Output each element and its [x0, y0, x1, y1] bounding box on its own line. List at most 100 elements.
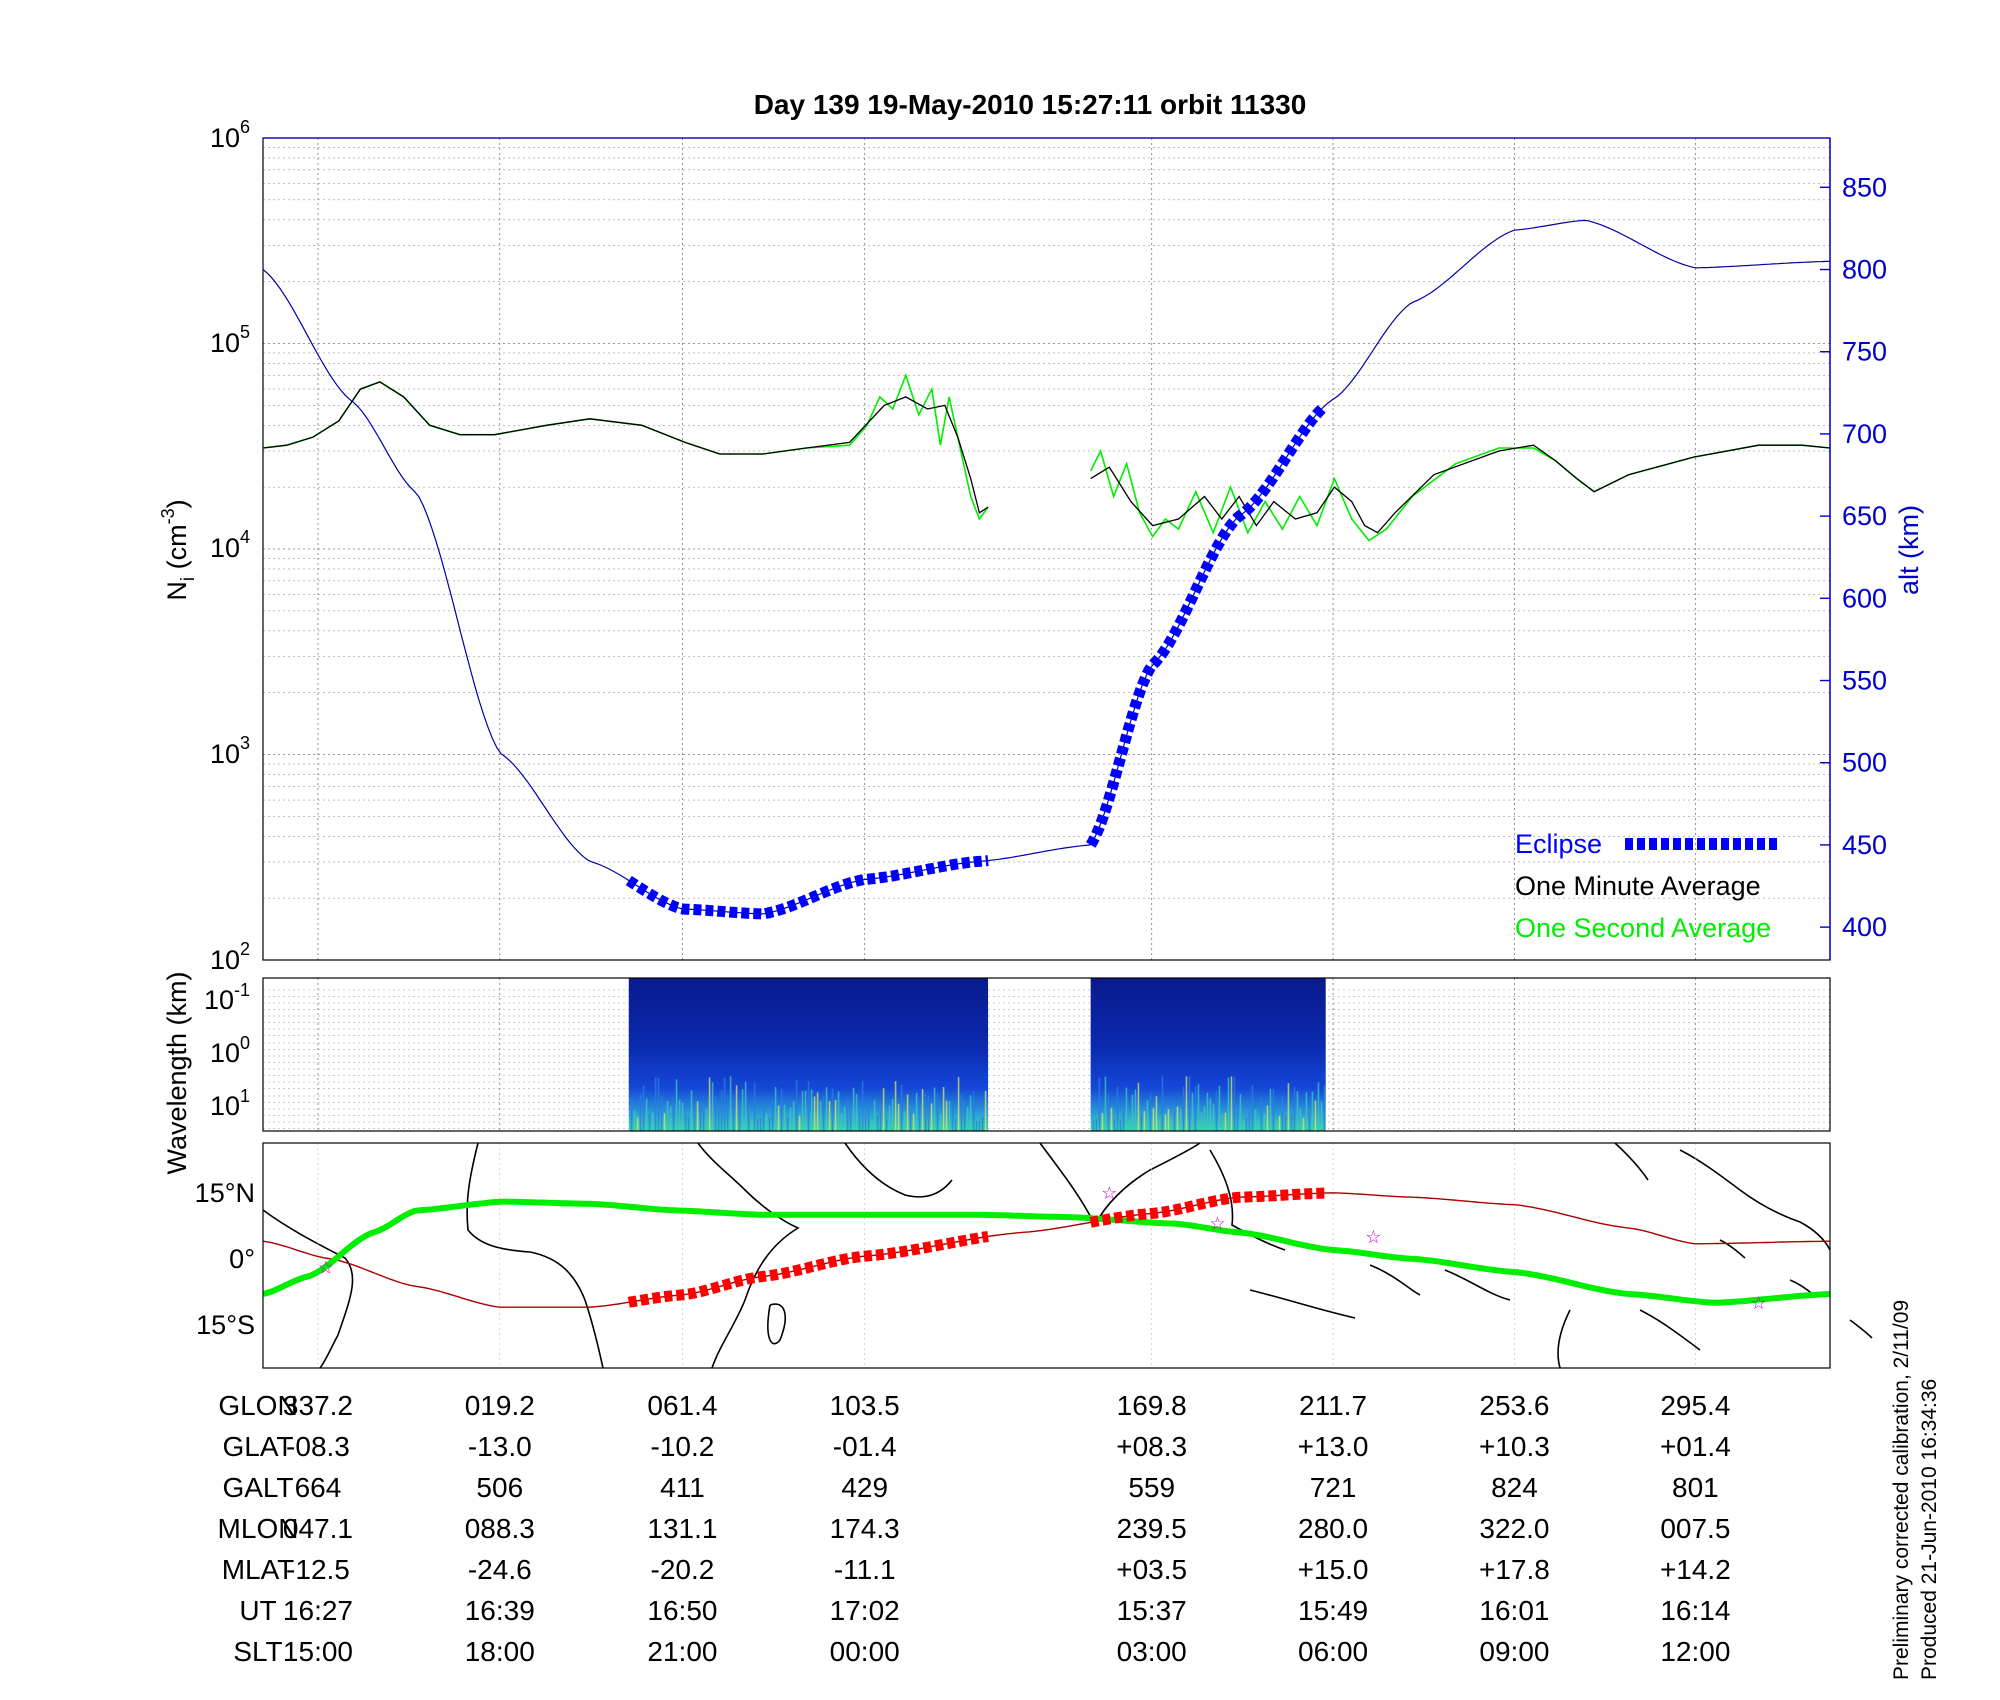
spectrogram-streak	[1311, 1091, 1314, 1131]
table-cell: 664	[295, 1472, 342, 1503]
coast-australia	[1557, 1309, 1701, 1369]
spectrogram-streak	[1191, 1092, 1194, 1131]
spectrogram-streak	[1254, 1109, 1257, 1131]
spectrogram-streak	[651, 1113, 654, 1131]
density-y-axis-label: Ni (cm-3)	[158, 499, 199, 600]
spectrogram-streak	[867, 1102, 870, 1131]
table-cell: 253.6	[1479, 1390, 1549, 1421]
spectrogram-streak	[675, 1079, 678, 1131]
legend-second-label: One Second Average	[1515, 913, 1771, 943]
spectrogram-streak	[1227, 1077, 1230, 1131]
spectrogram-streak	[711, 1082, 714, 1131]
spectrogram-streak	[906, 1094, 909, 1131]
spectrogram-streak	[756, 1118, 759, 1131]
spectrogram-streak	[645, 1098, 648, 1131]
spectrogram-streak	[1305, 1092, 1308, 1131]
table-cell: 411	[660, 1472, 705, 1503]
spectrogram-streak	[1233, 1076, 1236, 1131]
spectrogram-streak	[639, 1094, 642, 1131]
table-cell: -11.1	[834, 1554, 896, 1585]
spectrogram-streak	[909, 1108, 912, 1131]
spectrogram-streak	[984, 1090, 987, 1131]
spectrogram-streak	[720, 1090, 723, 1131]
spectrogram-streak	[1230, 1076, 1233, 1131]
table-row-label: SLT	[233, 1636, 282, 1667]
spectrogram-streak	[936, 1093, 939, 1131]
spectrogram-streak	[1101, 1113, 1104, 1131]
altitude-line	[262, 219, 1831, 915]
density-tick-1e2: 102	[210, 939, 250, 975]
table-cell: 16:01	[1479, 1595, 1549, 1626]
table-cell: -20.2	[651, 1554, 715, 1585]
spectrogram-streak	[822, 1096, 825, 1131]
table-cell: 17:02	[830, 1595, 900, 1626]
spectrogram-streak	[657, 1077, 660, 1131]
spectrogram-streak	[1203, 1106, 1206, 1131]
spectrogram-streak	[840, 1113, 843, 1131]
spectrogram-streak	[1098, 1077, 1101, 1131]
spectrogram-streak	[1176, 1106, 1179, 1131]
alt-axis-label: alt (km)	[1894, 505, 1924, 595]
table-cell: +13.0	[1298, 1431, 1369, 1462]
spectrogram-streak	[954, 1118, 957, 1131]
spectrogram-streak	[762, 1107, 765, 1131]
spectrogram-streak	[1218, 1085, 1221, 1131]
spectrogram-streak	[744, 1081, 747, 1131]
spectrogram-streak	[1215, 1091, 1218, 1131]
spectrogram-streak	[1140, 1114, 1143, 1131]
spectrogram-streak	[672, 1105, 675, 1131]
map-tracks: ☆ ☆ ☆ ☆ ☆	[262, 1183, 1831, 1313]
spectrogram-streak	[1260, 1097, 1263, 1131]
spectrogram-streak	[1221, 1114, 1224, 1131]
table-cell: -10.2	[651, 1431, 715, 1462]
map-star-marker: ☆	[318, 1258, 334, 1278]
spectrogram-streak	[834, 1099, 837, 1131]
table-cell: 211.7	[1299, 1390, 1367, 1421]
spectrogram-streak	[921, 1089, 924, 1131]
spectrum-y-axis-label: Wavelength (km)	[162, 971, 192, 1174]
spectrogram-streak	[1104, 1076, 1107, 1131]
coast-south-america	[262, 1209, 354, 1369]
one-minute-average-line	[1090, 444, 1831, 534]
table-cell: 280.0	[1298, 1513, 1368, 1544]
spectrogram-streak	[1245, 1117, 1248, 1131]
spectrogram-streak	[966, 1107, 969, 1131]
spectrogram-streak	[1281, 1095, 1284, 1131]
one-second-average-line	[1089, 444, 1831, 542]
spectrum-y-ticks: 10-1 100 101	[204, 980, 250, 1121]
spectrogram-streak	[900, 1084, 903, 1131]
density-tick-1e6: 106	[210, 117, 250, 153]
spectrogram-streak	[759, 1118, 762, 1131]
spectrogram-streak	[1131, 1095, 1134, 1131]
spectrogram-streak	[1137, 1082, 1140, 1131]
spectrogram-streak	[951, 1105, 954, 1131]
table-cell: 174.3	[830, 1513, 900, 1544]
alt-tick-label: 600	[1842, 583, 1887, 613]
density-legend: Eclipse One Minute Average One Second Av…	[1515, 829, 1780, 943]
spectrogram-streak	[741, 1089, 744, 1131]
spectrogram-streak	[678, 1099, 681, 1131]
map-gridlines	[317, 1143, 1696, 1368]
table-row-label: GALT	[222, 1472, 293, 1503]
spectrogram-streak	[768, 1117, 771, 1131]
table-cell: 18:00	[465, 1636, 535, 1667]
spectrogram-streak	[687, 1116, 690, 1131]
spectrogram-streak	[1269, 1088, 1272, 1131]
one-second-average-line	[262, 372, 989, 521]
spectrogram-streak	[810, 1089, 813, 1131]
coast-north-america	[1679, 1149, 1831, 1251]
spectrogram-streak	[828, 1101, 831, 1131]
spectrogram-streak	[642, 1085, 645, 1131]
table-cell: 15:49	[1298, 1595, 1368, 1626]
table-cell: -12.5	[286, 1554, 350, 1585]
map-star-marker: ☆	[1365, 1227, 1381, 1247]
table-cell: 03:00	[1117, 1636, 1187, 1667]
spectrogram-streak	[843, 1106, 846, 1131]
spectrogram-streak	[960, 1093, 963, 1131]
spectrogram-streak	[663, 1113, 666, 1131]
spectrogram-streak	[1164, 1114, 1167, 1131]
spectrogram-streak	[957, 1077, 960, 1131]
table-row-label: MLON	[218, 1513, 299, 1544]
spectrogram-streak	[846, 1097, 849, 1131]
spectrogram-streak	[969, 1095, 972, 1131]
